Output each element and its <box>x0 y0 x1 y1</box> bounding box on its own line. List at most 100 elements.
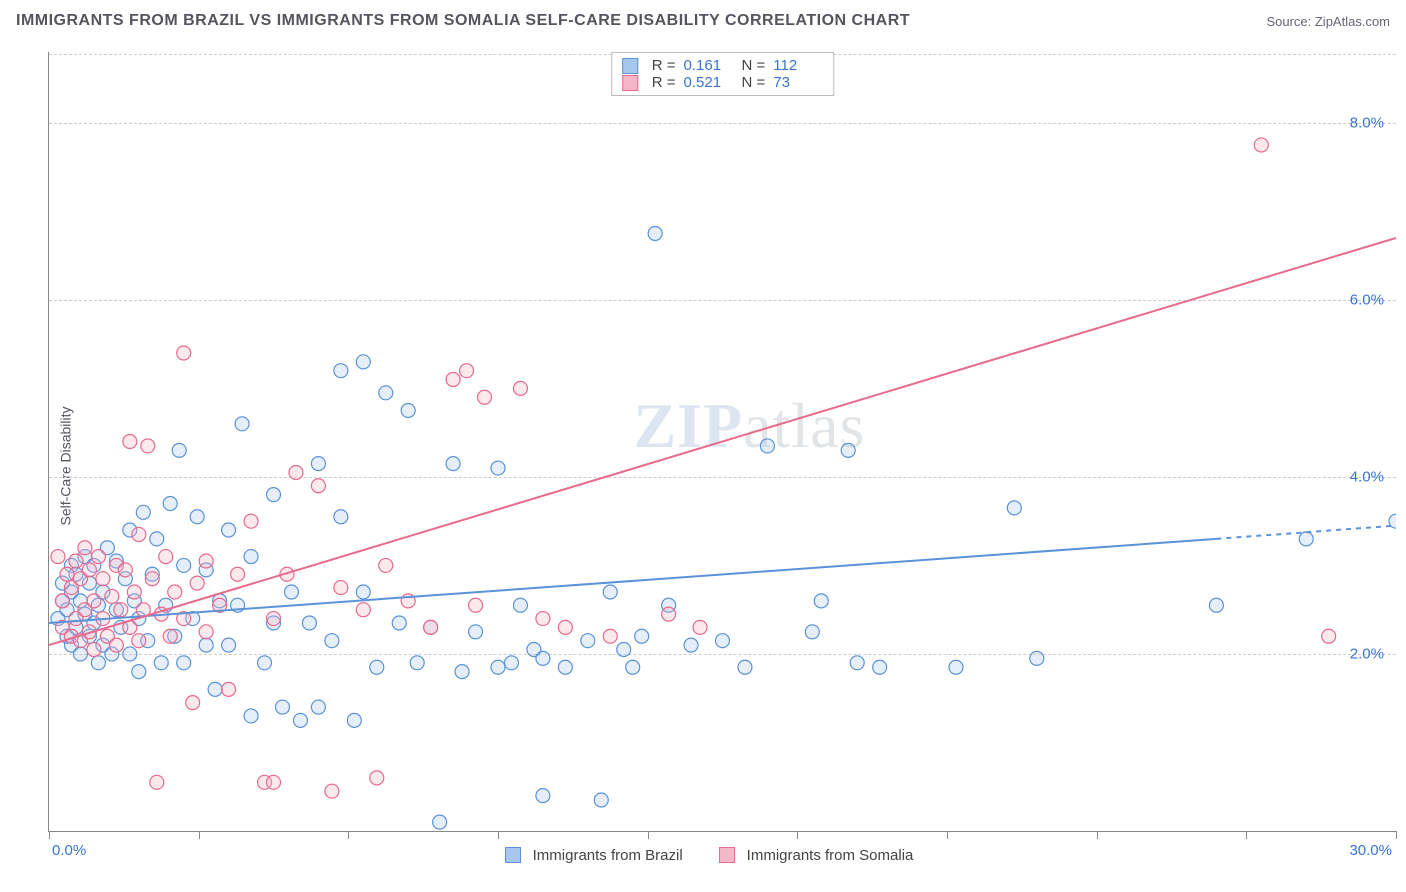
scatter-point-brazil <box>136 505 150 519</box>
scatter-point-brazil <box>635 629 649 643</box>
scatter-point-brazil <box>504 656 518 670</box>
scatter-point-somalia <box>60 567 74 581</box>
scatter-point-somalia <box>186 696 200 710</box>
scatter-point-brazil <box>370 660 384 674</box>
scatter-point-brazil <box>814 594 828 608</box>
n-value: 73 <box>773 74 823 91</box>
scatter-point-somalia <box>478 390 492 404</box>
chart-container: Self-Care Disability ZIPatlas R = 0.161 … <box>0 40 1406 892</box>
plot-area: ZIPatlas R = 0.161 N = 112 R = 0.521 N =… <box>48 52 1396 832</box>
trend-line-brazil <box>49 539 1216 623</box>
scatter-point-brazil <box>617 643 631 657</box>
scatter-point-brazil <box>949 660 963 674</box>
r-value: 0.521 <box>684 74 734 91</box>
scatter-point-somalia <box>662 607 676 621</box>
scatter-point-brazil <box>356 585 370 599</box>
scatter-point-somalia <box>190 576 204 590</box>
scatter-point-somalia <box>460 364 474 378</box>
scatter-point-brazil <box>491 660 505 674</box>
scatter-point-brazil <box>805 625 819 639</box>
scatter-point-brazil <box>123 647 137 661</box>
scatter-point-brazil <box>491 461 505 475</box>
scatter-point-brazil <box>334 364 348 378</box>
scatter-point-somalia <box>199 625 213 639</box>
scatter-point-somalia <box>379 558 393 572</box>
scatter-point-brazil <box>1007 501 1021 515</box>
legend-swatch <box>622 58 638 74</box>
x-tick <box>648 831 649 839</box>
scatter-point-brazil <box>536 789 550 803</box>
scatter-point-brazil <box>1209 598 1223 612</box>
x-tick <box>348 831 349 839</box>
scatter-point-somalia <box>105 589 119 603</box>
scatter-point-brazil <box>401 404 415 418</box>
scatter-point-somalia <box>356 603 370 617</box>
scatter-point-somalia <box>693 620 707 634</box>
scatter-point-brazil <box>379 386 393 400</box>
scatter-point-brazil <box>738 660 752 674</box>
scatter-point-somalia <box>127 585 141 599</box>
n-value: 112 <box>773 57 823 74</box>
scatter-point-somalia <box>177 346 191 360</box>
scatter-point-brazil <box>163 496 177 510</box>
scatter-point-brazil <box>760 439 774 453</box>
scatter-point-somalia <box>69 554 83 568</box>
scatter-point-somalia <box>424 620 438 634</box>
scatter-point-brazil <box>244 550 258 564</box>
legend-swatch <box>622 75 638 91</box>
scatter-point-somalia <box>123 435 137 449</box>
scatter-point-somalia <box>55 594 69 608</box>
scatter-point-brazil <box>455 665 469 679</box>
scatter-point-brazil <box>433 815 447 829</box>
scatter-point-brazil <box>284 585 298 599</box>
scatter-point-brazil <box>222 638 236 652</box>
scatter-point-somalia <box>536 612 550 626</box>
series-legend: Immigrants from BrazilImmigrants from So… <box>0 847 1406 864</box>
x-tick <box>947 831 948 839</box>
scatter-point-somalia <box>513 381 527 395</box>
scatter-point-brazil <box>91 656 105 670</box>
scatter-point-somalia <box>159 550 173 564</box>
scatter-point-brazil <box>410 656 424 670</box>
scatter-point-somalia <box>87 594 101 608</box>
scatter-point-somalia <box>199 554 213 568</box>
scatter-point-somalia <box>469 598 483 612</box>
scatter-point-brazil <box>1299 532 1313 546</box>
scatter-point-brazil <box>132 665 146 679</box>
scatter-point-brazil <box>73 647 87 661</box>
scatter-point-somalia <box>150 775 164 789</box>
scatter-point-somalia <box>78 541 92 555</box>
scatter-point-somalia <box>96 572 110 586</box>
scatter-point-somalia <box>132 634 146 648</box>
scatter-point-brazil <box>275 700 289 714</box>
scatter-point-brazil <box>334 510 348 524</box>
scatter-point-brazil <box>347 713 361 727</box>
scatter-point-brazil <box>293 713 307 727</box>
scatter-point-somalia <box>311 479 325 493</box>
scatter-point-somalia <box>82 563 96 577</box>
scatter-point-somalia <box>109 638 123 652</box>
scatter-point-brazil <box>177 558 191 572</box>
scatter-point-brazil <box>392 616 406 630</box>
scatter-point-brazil <box>603 585 617 599</box>
scatter-point-brazil <box>850 656 864 670</box>
scatter-point-brazil <box>177 656 191 670</box>
scatter-point-somalia <box>370 771 384 785</box>
r-value: 0.161 <box>684 57 734 74</box>
scatter-svg <box>49 52 1396 831</box>
source-label: Source: ZipAtlas.com <box>1266 14 1390 29</box>
scatter-point-somalia <box>1322 629 1336 643</box>
scatter-point-brazil <box>536 651 550 665</box>
scatter-point-somalia <box>267 775 281 789</box>
scatter-point-somalia <box>289 465 303 479</box>
scatter-point-brazil <box>648 226 662 240</box>
scatter-point-brazil <box>172 443 186 457</box>
x-tick <box>49 831 50 839</box>
scatter-point-somalia <box>1254 138 1268 152</box>
scatter-point-somalia <box>91 550 105 564</box>
correlation-legend: R = 0.161 N = 112 R = 0.521 N = 73 <box>611 52 835 96</box>
scatter-point-somalia <box>231 567 245 581</box>
scatter-point-brazil <box>208 682 222 696</box>
x-tick <box>1396 831 1397 839</box>
scatter-point-brazil <box>684 638 698 652</box>
